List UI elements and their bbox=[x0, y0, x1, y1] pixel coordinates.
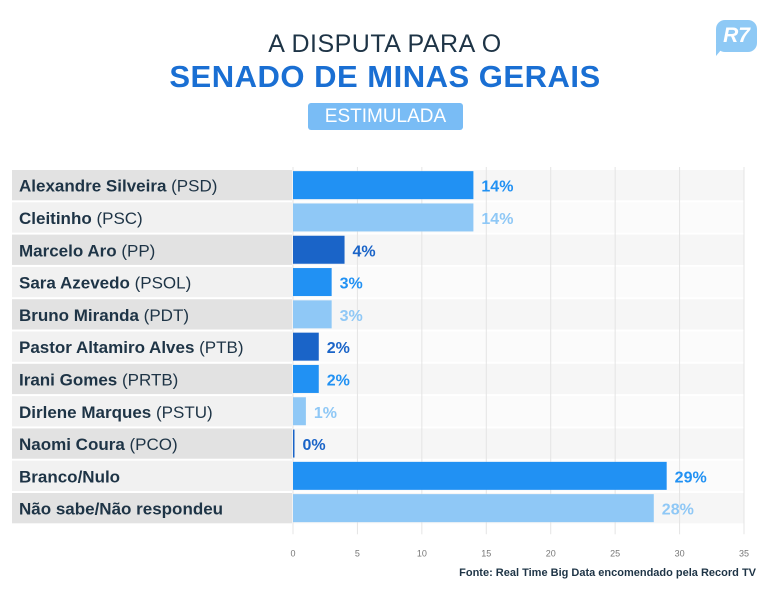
bar-value-label: 2% bbox=[327, 340, 350, 357]
category-label-bg bbox=[12, 331, 292, 362]
category-label: Bruno Miranda (PDT) bbox=[19, 306, 189, 325]
r7-logo: R7 bbox=[716, 20, 757, 56]
logo-text: R7 bbox=[723, 24, 750, 47]
bar bbox=[293, 397, 306, 426]
category-label-bg bbox=[12, 266, 292, 298]
bar bbox=[293, 171, 474, 200]
bar bbox=[293, 203, 474, 232]
category-party: (PCO) bbox=[125, 435, 178, 454]
x-tick-label: 0 bbox=[290, 548, 295, 558]
category-label-bg bbox=[12, 363, 292, 395]
category-party: (PRTB) bbox=[117, 370, 178, 389]
bar-value-label: 14% bbox=[481, 179, 513, 196]
category-label: Cleitinho (PSC) bbox=[19, 209, 143, 228]
plot-row-band bbox=[293, 363, 744, 395]
category-party: (PSC) bbox=[92, 209, 143, 228]
category-label-bg bbox=[12, 493, 292, 524]
category-label-bg bbox=[12, 428, 292, 459]
category-party: (PP) bbox=[117, 241, 156, 260]
category-party: (PSOL) bbox=[130, 274, 191, 293]
bar-value-label: 3% bbox=[340, 308, 363, 325]
bar bbox=[293, 235, 345, 264]
bar bbox=[293, 268, 332, 297]
x-tick-label: 25 bbox=[610, 548, 620, 558]
chart-subtitle: A DISPUTA PARA O bbox=[268, 30, 502, 58]
category-name: Branco/Nulo bbox=[19, 467, 120, 486]
category-name: Cleitinho bbox=[19, 209, 92, 228]
category-label: Alexandre Silveira (PSD) bbox=[19, 177, 217, 196]
plot-row-band bbox=[293, 428, 744, 459]
category-name: Bruno Miranda bbox=[19, 306, 139, 325]
bar-value-label: 4% bbox=[353, 243, 376, 260]
category-label: Marcelo Aro (PP) bbox=[19, 241, 155, 260]
category-label: Não sabe/Não respondeu bbox=[19, 500, 223, 519]
category-label-bg bbox=[12, 460, 292, 491]
bar bbox=[293, 494, 654, 523]
plot-row-band bbox=[293, 266, 744, 298]
category-label: Sara Azevedo (PSOL) bbox=[19, 274, 191, 293]
x-tick-label: 30 bbox=[675, 548, 685, 558]
x-tick-label: 15 bbox=[481, 548, 491, 558]
category-name: Pastor Altamiro Alves bbox=[19, 338, 194, 357]
category-party: (PSTU) bbox=[151, 403, 212, 422]
bar bbox=[293, 332, 319, 361]
bar bbox=[293, 364, 319, 393]
x-tick-label: 10 bbox=[417, 548, 427, 558]
plot-row-band bbox=[293, 234, 744, 265]
category-label-bg bbox=[12, 202, 292, 233]
category-label-bg bbox=[12, 234, 292, 265]
chart-title: SENADO DE MINAS GERAIS bbox=[169, 59, 601, 94]
bar-value-label: 3% bbox=[340, 276, 363, 293]
category-party: (PTB) bbox=[194, 338, 243, 357]
plot-row-band bbox=[293, 331, 744, 362]
bar-value-label: 14% bbox=[481, 211, 513, 228]
category-label-bg bbox=[12, 299, 292, 330]
category-name: Naomi Coura bbox=[19, 435, 125, 454]
category-label: Dirlene Marques (PSTU) bbox=[19, 403, 213, 422]
x-tick-label: 20 bbox=[546, 548, 556, 558]
category-party: (PDT) bbox=[139, 306, 189, 325]
bar-value-label: 1% bbox=[314, 405, 337, 422]
category-name: Marcelo Aro bbox=[19, 241, 117, 260]
bar bbox=[293, 300, 332, 329]
x-tick-label: 5 bbox=[355, 548, 360, 558]
x-tick-label: 35 bbox=[739, 548, 749, 558]
category-name: Alexandre Silveira bbox=[19, 177, 167, 196]
category-label-bg bbox=[12, 396, 292, 427]
category-label: Naomi Coura (PCO) bbox=[19, 435, 178, 454]
category-name: Irani Gomes bbox=[19, 370, 117, 389]
plot-row-band bbox=[293, 396, 744, 427]
category-label-bg bbox=[12, 170, 292, 201]
category-label: Pastor Altamiro Alves (PTB) bbox=[19, 338, 244, 357]
bar-value-label: 29% bbox=[675, 469, 707, 486]
survey-type-badge: ESTIMULADA bbox=[308, 103, 463, 130]
category-name: Não sabe/Não respondeu bbox=[19, 500, 223, 519]
bar-value-label: 0% bbox=[303, 437, 326, 454]
bar-value-label: 2% bbox=[327, 372, 350, 389]
category-party: (PSD) bbox=[166, 177, 217, 196]
bar bbox=[293, 429, 295, 458]
plot-row-band bbox=[293, 299, 744, 330]
category-name: Sara Azevedo bbox=[19, 274, 130, 293]
bar bbox=[293, 461, 667, 490]
bar-value-label: 28% bbox=[662, 502, 694, 519]
category-label: Branco/Nulo bbox=[19, 467, 120, 486]
category-name: Dirlene Marques bbox=[19, 403, 151, 422]
source-note: Fonte: Real Time Big Data encomendado pe… bbox=[459, 567, 756, 579]
logo-bubble-tail bbox=[716, 44, 726, 56]
category-label: Irani Gomes (PRTB) bbox=[19, 370, 178, 389]
